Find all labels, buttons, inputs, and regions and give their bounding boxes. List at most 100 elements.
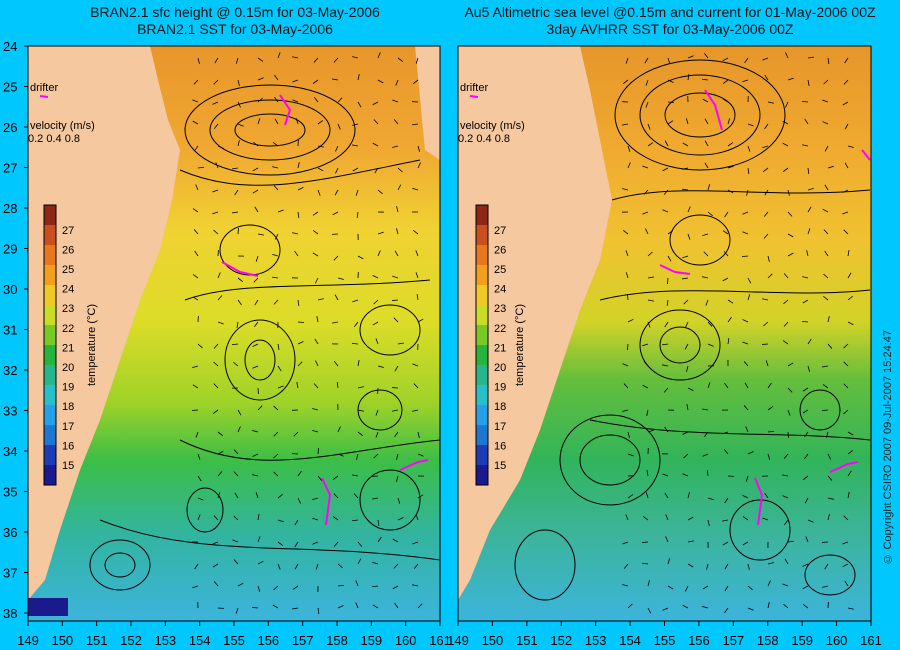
left-velocity-arrow	[233, 361, 239, 367]
right-velocity-arrow	[747, 607, 754, 611]
left-velocity-arrow	[252, 430, 259, 433]
left-velocity-arrow	[277, 209, 284, 213]
left-velocity-arrow	[356, 211, 359, 218]
right-colorbar-tick: 19	[494, 382, 506, 394]
lon-tick-label: 158	[757, 633, 779, 648]
right-velocity-arrow	[722, 79, 729, 84]
right-velocity-arrow	[822, 384, 829, 389]
left-velocity-arrow	[233, 559, 239, 565]
left-velocity-arrow	[357, 409, 364, 412]
right-velocity-arrow	[743, 361, 749, 367]
left-velocity-arrow	[352, 167, 359, 172]
left-velocity-arrow	[332, 321, 339, 324]
left-velocity-arrow	[412, 584, 419, 587]
left-velocity-arrow	[292, 56, 299, 59]
left-contours	[89, 84, 440, 591]
right-velocity-arrow	[787, 77, 794, 81]
right-velocity-arrow	[843, 383, 849, 389]
right-colorbar-tick: 25	[494, 264, 506, 276]
right-velocity-arrow	[822, 121, 829, 125]
left-velocity-arrow	[314, 277, 319, 284]
right-velocity-label: velocity (m/s)	[460, 120, 525, 132]
left-velocity-arrow	[252, 167, 259, 172]
left-velocity-arrow	[234, 492, 239, 499]
right-velocity-arrow	[663, 189, 669, 195]
left-velocity-arrow	[252, 474, 259, 477]
left-velocity-arrow	[337, 123, 341, 130]
left-velocity-arrow	[213, 581, 219, 587]
left-velocity-arrow	[332, 475, 339, 480]
left-velocity-arrow	[277, 493, 283, 499]
lon-tick-label: 149	[447, 633, 469, 648]
left-velocity-arrow	[192, 274, 199, 279]
right-velocity-arrow	[803, 475, 809, 480]
lat-tick-label: 31	[3, 323, 17, 338]
left-velocity-arrow	[396, 228, 399, 235]
left-velocity-arrow	[254, 206, 259, 213]
left-velocity-arrow	[231, 343, 239, 345]
right-colorbar-tick: 15	[494, 460, 506, 472]
right-velocity-arrow	[807, 56, 814, 59]
left-velocity-arrow	[294, 563, 299, 570]
right-velocity-arrow	[762, 145, 769, 149]
left-velocity-arrow	[313, 97, 319, 103]
right-velocity-arrow	[807, 188, 814, 191]
left-velocity-arrow	[412, 363, 419, 367]
right-velocity-arrow	[807, 338, 812, 345]
right-velocity-arrow	[662, 473, 669, 477]
right-velocity-arrow	[622, 363, 629, 367]
left-velocity-arrow	[337, 97, 343, 103]
right-velocity-arrow	[787, 409, 791, 416]
right-velocity-arrow	[842, 211, 849, 215]
left-velocity-arrow	[297, 341, 304, 345]
left-colorbar-swatch	[44, 345, 56, 366]
right-velocity-arrow	[824, 250, 829, 257]
left-velocity-arrow	[213, 123, 219, 129]
right-velocity-arrow	[742, 79, 749, 83]
right-velocity-arrow	[783, 273, 789, 279]
right-velocity-arrow	[802, 299, 809, 304]
left-velocity-arrow	[217, 321, 224, 325]
left-velocity-arrow	[357, 386, 364, 389]
left-velocity-arrow	[377, 250, 381, 257]
right-velocity-arrow	[807, 365, 810, 372]
left-velocity-arrow	[257, 118, 261, 125]
right-velocity-arrow	[702, 276, 709, 279]
left-velocity-arrow	[317, 607, 320, 614]
left-landmass	[28, 46, 180, 600]
right-velocity-arrow	[802, 563, 809, 567]
left-velocity-arrow	[413, 563, 419, 569]
left-velocity-arrow	[217, 272, 221, 279]
left-colorbar-swatch	[44, 285, 56, 306]
right-velocity-arrow	[627, 494, 634, 499]
right-velocity-arrow	[844, 162, 849, 169]
left-velocity-arrow	[353, 493, 359, 499]
left-velocity-arrow	[337, 584, 345, 587]
left-velocity-arrow	[337, 277, 344, 280]
left-velocity-arrow	[255, 492, 259, 499]
lat-tick-label: 27	[3, 161, 17, 176]
right-velocity-arrow	[627, 162, 631, 169]
right-velocity-arrow	[647, 580, 650, 587]
right-velocity-arrow	[667, 255, 672, 262]
right-velocity-arrow	[662, 343, 669, 346]
left-velocity-arrow	[337, 605, 344, 609]
left-velocity-arrow	[396, 475, 399, 482]
left-velocity-arrow	[213, 79, 219, 85]
left-velocity-arrow	[195, 431, 199, 438]
colorbars: 15 16 17 18 19 20 21 22 23 24 25 26 27 15 16 17 18 19 20 21…	[43, 204, 506, 486]
right-velocity-arrow	[622, 584, 629, 587]
left-velocity-arrow	[313, 383, 319, 389]
left-velocity-arrow	[392, 409, 399, 412]
right-velocity-arrow	[741, 255, 749, 258]
right-velocity-arrow	[687, 74, 690, 81]
left-colorbar-swatch	[44, 245, 56, 266]
right-velocity-arrow	[827, 514, 830, 521]
left-velocity-arrow	[351, 519, 359, 522]
right-velocity-arrow	[742, 341, 749, 345]
left-velocity-arrow	[312, 497, 319, 500]
left-velocity-arrow	[192, 208, 199, 213]
left-velocity-arrow	[357, 558, 362, 565]
right-colorbar-frame	[475, 204, 489, 486]
right-velocity-arrow	[702, 98, 709, 103]
